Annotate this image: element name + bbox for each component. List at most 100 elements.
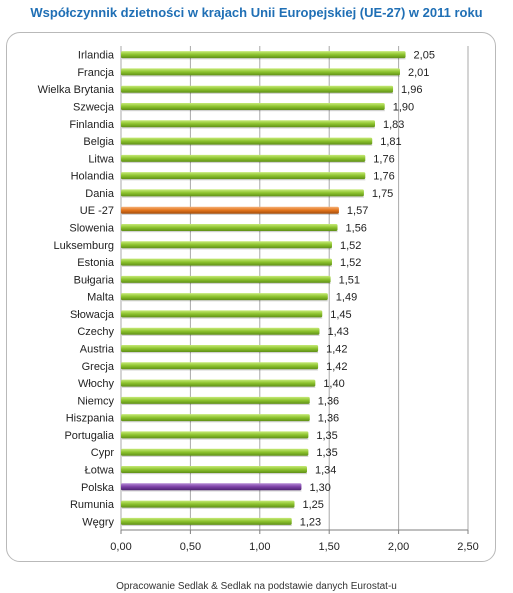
bar-shadow-irlandia bbox=[122, 58, 406, 60]
category-label-luksemburg: Luksemburg bbox=[53, 240, 114, 252]
value-label-wlochy: 1,40 bbox=[323, 378, 344, 390]
bar-francja bbox=[121, 68, 400, 76]
x-tick-label: 1,50 bbox=[318, 541, 339, 553]
value-label-wielka-brytania: 1,96 bbox=[401, 84, 422, 96]
value-label-ue-27: 1,57 bbox=[347, 205, 368, 217]
value-label-rumunia: 1,25 bbox=[303, 499, 324, 511]
category-label-estonia: Estonia bbox=[77, 257, 115, 269]
bar-grecja bbox=[121, 362, 319, 370]
category-label-szwecja: Szwecja bbox=[73, 102, 115, 114]
value-label-czechy: 1,43 bbox=[327, 326, 348, 338]
category-label-czechy: Czechy bbox=[77, 326, 114, 338]
bar-portugalia bbox=[121, 431, 309, 439]
bar-hiszpania bbox=[121, 414, 310, 422]
bar-shadow-litwa bbox=[122, 161, 366, 164]
value-label-irlandia: 2,05 bbox=[414, 50, 435, 62]
category-label-slowacja: Słowacja bbox=[70, 309, 115, 321]
bar-czechy bbox=[121, 327, 320, 335]
category-label-holandia: Holandia bbox=[71, 171, 115, 183]
bar-shadow-lotwa bbox=[122, 473, 307, 475]
bar-shadow-bulgaria bbox=[122, 282, 331, 285]
value-label-polska: 1,30 bbox=[309, 482, 330, 494]
category-label-slowenia: Slowenia bbox=[69, 223, 115, 235]
bar-shadow-wlochy bbox=[122, 386, 316, 388]
value-label-slowacja: 1,45 bbox=[330, 309, 351, 321]
value-label-belgia: 1,81 bbox=[380, 136, 401, 148]
bar-shadow-holandia bbox=[122, 179, 366, 181]
x-tick-label: 2,00 bbox=[388, 541, 409, 553]
category-label-litwa: Litwa bbox=[88, 153, 115, 165]
value-label-malta: 1,49 bbox=[336, 292, 357, 304]
value-label-szwecja: 1,90 bbox=[393, 102, 414, 114]
bar-bulgaria bbox=[121, 275, 331, 283]
value-label-cypr: 1,35 bbox=[316, 447, 337, 459]
bar-shadow-portugalia bbox=[122, 438, 309, 440]
category-label-wegry: Węgry bbox=[82, 516, 114, 528]
category-label-niemcy: Niemcy bbox=[77, 395, 114, 407]
bar-shadow-hiszpania bbox=[122, 421, 310, 423]
value-label-lotwa: 1,34 bbox=[315, 465, 336, 477]
bar-litwa bbox=[121, 154, 366, 162]
category-label-ue-27: UE -27 bbox=[80, 205, 114, 217]
bar-luksemburg bbox=[121, 241, 332, 249]
value-label-holandia: 1,76 bbox=[373, 171, 394, 183]
bar-lotwa bbox=[121, 466, 307, 473]
value-label-hiszpania: 1,36 bbox=[318, 413, 339, 425]
x-tick-label: 2,50 bbox=[457, 541, 478, 553]
value-label-wegry: 1,23 bbox=[300, 516, 321, 528]
category-label-belgia: Belgia bbox=[83, 136, 114, 148]
x-tick-label: 0,00 bbox=[110, 541, 131, 553]
category-label-cypr: Cypr bbox=[91, 447, 115, 459]
bar-shadow-finlandia bbox=[122, 127, 376, 129]
value-label-litwa: 1,76 bbox=[373, 153, 394, 165]
category-label-austria: Austria bbox=[80, 344, 115, 356]
value-label-luksemburg: 1,52 bbox=[340, 240, 361, 252]
bar-wielka-brytania bbox=[121, 85, 394, 93]
chart-title: Współczynnik dzietności w krajach Unii E… bbox=[30, 5, 483, 20]
bar-austria bbox=[121, 345, 319, 352]
x-tick-label: 0,50 bbox=[180, 541, 201, 553]
bar-shadow-slowenia bbox=[122, 231, 338, 233]
bar-cypr bbox=[121, 448, 309, 456]
bar-belgia bbox=[121, 137, 373, 145]
bar-wlochy bbox=[121, 379, 316, 387]
bar-wegry bbox=[121, 517, 292, 525]
bar-finlandia bbox=[121, 120, 376, 128]
source-footer: Opracowanie Sedlak & Sedlak na podstawie… bbox=[116, 581, 397, 592]
bar-shadow-dania bbox=[122, 196, 364, 198]
category-label-grecja: Grecja bbox=[82, 361, 115, 373]
bar-shadow-polska bbox=[122, 490, 302, 492]
category-label-francja: Francja bbox=[77, 67, 115, 79]
category-label-bulgaria: Bułgaria bbox=[74, 274, 115, 286]
bar-shadow-slowacja bbox=[122, 317, 323, 319]
value-label-francja: 2,01 bbox=[408, 67, 429, 79]
x-tick-label: 1,00 bbox=[249, 541, 270, 553]
bar-irlandia bbox=[121, 51, 406, 59]
bar-shadow-cypr bbox=[122, 455, 309, 457]
category-label-wielka-brytania: Wielka Brytania bbox=[38, 84, 115, 96]
value-label-estonia: 1,52 bbox=[340, 257, 361, 269]
bar-malta bbox=[121, 293, 328, 301]
bar-shadow-czechy bbox=[122, 334, 320, 336]
bar-shadow-niemcy bbox=[122, 403, 310, 406]
bar-shadow-grecja bbox=[122, 369, 319, 371]
bar-holandia bbox=[121, 172, 366, 180]
category-label-dania: Dania bbox=[85, 188, 115, 200]
value-label-niemcy: 1,36 bbox=[318, 395, 339, 407]
bar-shadow-francja bbox=[122, 75, 400, 77]
bar-ue-27 bbox=[121, 206, 339, 214]
bar-shadow-rumunia bbox=[122, 507, 295, 509]
category-label-lotwa: Łotwa bbox=[85, 465, 115, 477]
bar-shadow-luksemburg bbox=[122, 248, 332, 250]
value-label-slowenia: 1,56 bbox=[346, 223, 367, 235]
bar-polska bbox=[121, 483, 302, 491]
bar-estonia bbox=[121, 258, 332, 266]
bar-shadow-malta bbox=[122, 300, 328, 302]
category-label-hiszpania: Hiszpania bbox=[66, 413, 115, 425]
bar-shadow-wegry bbox=[122, 524, 292, 527]
category-label-rumunia: Rumunia bbox=[70, 499, 115, 511]
value-label-finlandia: 1,83 bbox=[383, 119, 404, 131]
category-label-wlochy: Włochy bbox=[78, 378, 115, 390]
category-label-malta: Malta bbox=[87, 292, 115, 304]
